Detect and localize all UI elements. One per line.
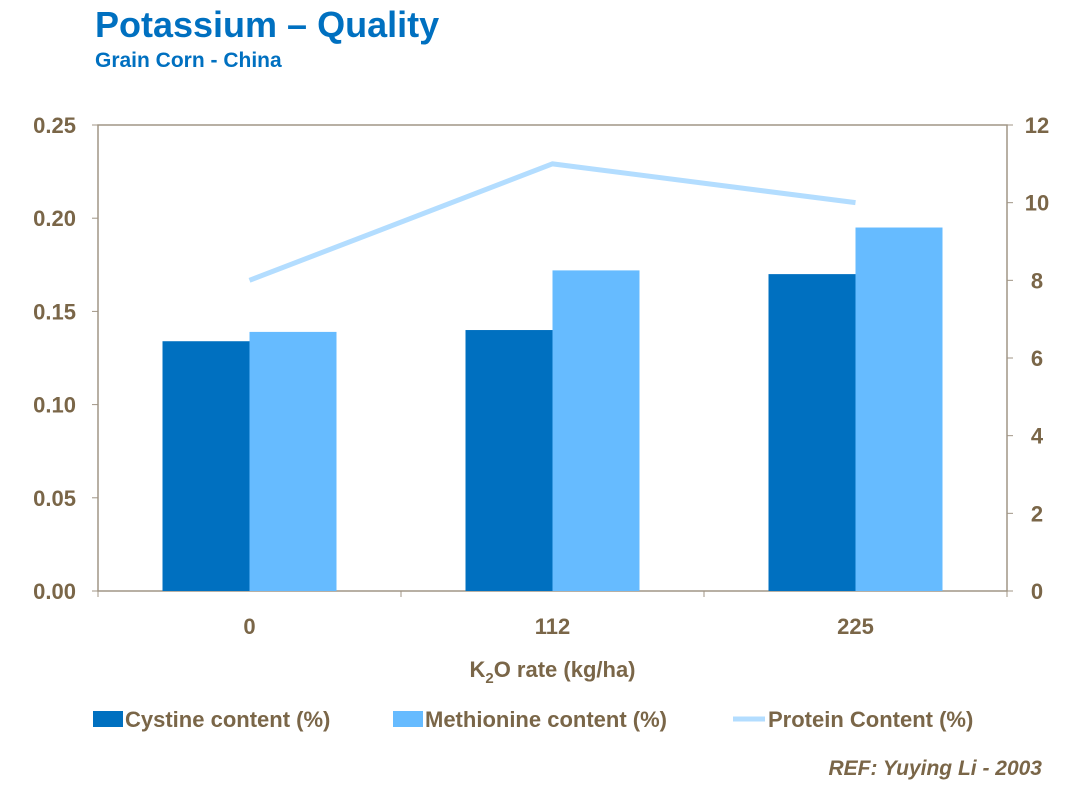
y-right-tick-label: 8 [1031,268,1043,293]
y-right-tick-label: 0 [1031,579,1043,604]
bar-cystine [465,330,553,591]
y-right-tick-label: 4 [1031,424,1044,449]
y-left-tick-label: 0.05 [33,486,76,511]
x-axis-label: K2O rate (kg/ha) [469,657,635,687]
bar-methionine [552,270,640,591]
bar-cystine [768,274,856,591]
x-tick-label: 0 [243,614,255,639]
y-right-tick-label: 6 [1031,346,1043,371]
y-right-tick-label: 2 [1031,501,1043,526]
reference-note: REF: Yuying Li - 2003 [828,757,1042,780]
x-tick-label: 112 [535,614,571,639]
chart-subtitle: Grain Corn - China [95,49,282,72]
protein-line [248,161,856,283]
y-left-tick-label: 0.20 [33,206,76,231]
legend-swatch [93,711,123,727]
y-left-tick-label: 0.10 [33,393,76,418]
y-left-tick-label: 0.25 [33,113,76,138]
legend-label: Cystine content (%) [125,707,330,732]
chart-title: Potassium – Quality [95,4,440,45]
bar-methionine [855,227,943,591]
y-left-tick-label: 0.15 [33,299,76,324]
y-left-tick-label: 0.00 [33,579,76,604]
y-right-tick-label: 12 [1025,113,1049,138]
y-right-tick-label: 10 [1025,191,1049,216]
bar-cystine [162,341,250,591]
legend-label: Methionine content (%) [425,707,667,732]
legend-swatch [393,711,423,727]
legend-label: Protein Content (%) [768,707,973,732]
bar-methionine [249,331,337,591]
x-tick-label: 225 [837,614,874,639]
